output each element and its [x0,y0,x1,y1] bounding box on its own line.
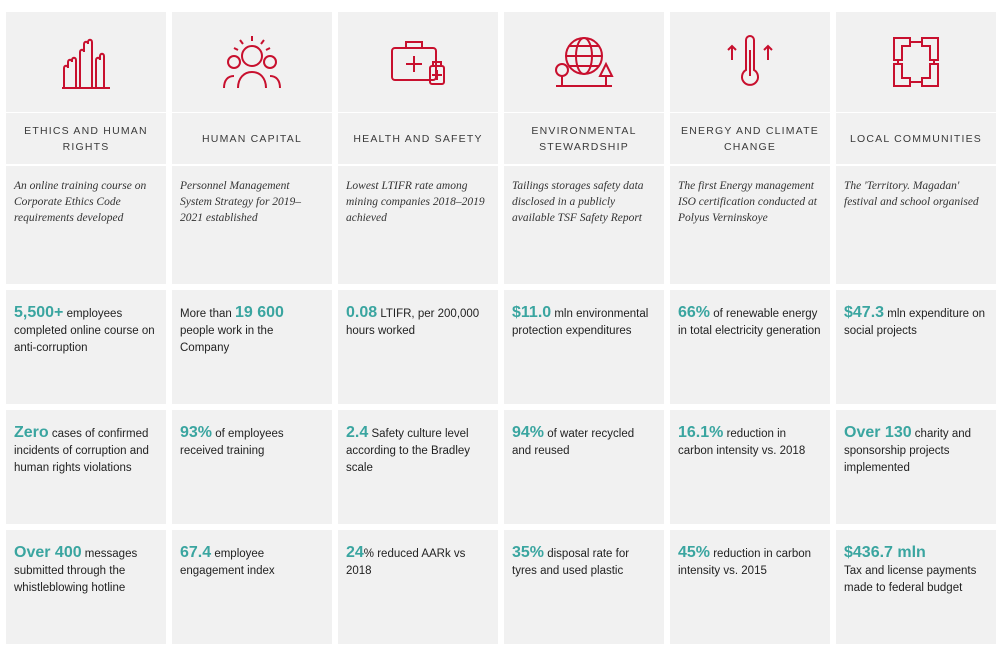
kpi-cell: 5,500+ employees completed online course… [6,284,166,404]
kpi-text: people work in the Company [180,325,274,354]
column-description: Personnel Management System Strategy for… [172,164,332,284]
kpi-text: reduction in carbon intensity vs. 2018 [678,428,806,457]
kpi-cell: Zero cases of confirmed incidents of cor… [6,404,166,524]
kpi-text: employees completed online course on ant… [14,308,155,354]
kpi-cell: 67.4 employee engagement index [172,524,332,644]
kpi-text: of employees received training [180,428,284,457]
kpi-cell: 93% of employees received training [172,404,332,524]
health-icon-cell [338,12,498,112]
kpi-value: 45% [678,544,711,561]
kpi-text: charity and sponsorship projects impleme… [844,428,972,474]
kpi-text: % reduced AARk vs 2018 [346,548,466,577]
kpi-text: employee engagement index [180,548,275,577]
kpi-cell: $47.3 mln expenditure on social projects [836,284,996,404]
column-title: ENVIRONMENTAL STEWARDSHIP [504,112,664,164]
kpi-value: 35% [512,544,545,561]
kpi-text: mln expenditure on social projects [844,308,986,337]
kpi-value: 2.4 [346,424,369,441]
kpi-cell: 16.1% reduction in carbon intensity vs. … [670,404,830,524]
globe-trees-icon [555,37,614,87]
kpi-text: disposal rate for tyres and used plastic [512,548,630,577]
kpi-text: Safety culture level according to the Br… [346,428,471,474]
kpi-cell: Over 400 messages submitted through the … [6,524,166,644]
kpi-cell: 2.4 Safety culture level according to th… [338,404,498,524]
kpi-cell: More than 19 600 people work in the Comp… [172,284,332,404]
kpi-cell: Over 130 charity and sponsorship project… [836,404,996,524]
kpi-text: messages submitted through the whistlebl… [14,548,138,594]
highlights-grid: ETHICS AND HUMAN RIGHTS HUMAN CAPITAL HE… [6,12,996,644]
kpi-cell: $11.0 mln environmental protection expen… [504,284,664,404]
column-description: Lowest LTIFR rate among mining companies… [338,164,498,284]
kpi-value: $11.0 [512,304,552,321]
column-title: ENERGY AND CLIMATE CHANGE [670,112,830,164]
kpi-value: 5,500+ [14,304,64,321]
kpi-text: of water recycled and reused [512,428,635,457]
kpi-cell: 24% reduced AARk vs 2018 [338,524,498,644]
kpi-text: LTIFR, per 200,000 hours worked [346,308,480,337]
linked-hands-icon [893,37,939,87]
environment-icon-cell [504,12,664,112]
first-aid-kit-icon [391,41,445,85]
column-description: Tailings storages safety data disclosed … [504,164,664,284]
kpi-value: 0.08 [346,304,378,321]
kpi-text: cases of confirmed incidents of corrupti… [14,428,149,474]
column-title: HEALTH AND SAFETY [338,112,498,164]
kpi-cell: $436.7 mln Tax and license payments made … [836,524,996,644]
kpi-value: 66% [678,304,711,321]
column-description: The 'Territory. Magadan' festival and sc… [836,164,996,284]
column-title: LOCAL COMMUNITIES [836,112,996,164]
kpi-cell: 94% of water recycled and reused [504,404,664,524]
energy-icon-cell [670,12,830,112]
column-title: HUMAN CAPITAL [172,112,332,164]
kpi-value: 16.1% [678,424,724,441]
column-description: The first Energy management ISO certific… [670,164,830,284]
kpi-value: Over 130 [844,424,912,441]
kpi-cell: 66% of renewable energy in total electri… [670,284,830,404]
kpi-cell: 0.08 LTIFR, per 200,000 hours worked [338,284,498,404]
communities-icon-cell [836,12,996,112]
column-title: ETHICS AND HUMAN RIGHTS [6,112,166,164]
kpi-value: $47.3 [844,304,885,321]
capital-icon-cell [172,12,332,112]
kpi-text: Tax and license payments made to federal… [844,565,977,594]
kpi-value: $436.7 mln [844,544,926,561]
kpi-text: of renewable energy in total electricity… [678,308,821,337]
kpi-value: 67.4 [180,544,212,561]
kpi-value: 93% [180,424,213,441]
kpi-value: 24 [346,544,364,561]
column-description: An online training course on Corporate E… [6,164,166,284]
kpi-cell: 35% disposal rate for tyres and used pla… [504,524,664,644]
kpi-text: reduction in carbon intensity vs. 2015 [678,548,812,577]
raised-hands-icon [62,38,110,89]
ethics-icon-cell [6,12,166,112]
kpi-value: 94% [512,424,545,441]
kpi-text: mln environmental protection expenditure… [512,308,649,337]
kpi-cell: 45% reduction in carbon intensity vs. 20… [670,524,830,644]
thermometer-icon [727,35,773,86]
kpi-prefix: More than [180,308,235,320]
kpi-value: Zero [14,424,49,441]
person-group-icon [223,36,281,89]
kpi-value: 19 600 [234,304,284,321]
kpi-value: Over 400 [14,544,82,561]
